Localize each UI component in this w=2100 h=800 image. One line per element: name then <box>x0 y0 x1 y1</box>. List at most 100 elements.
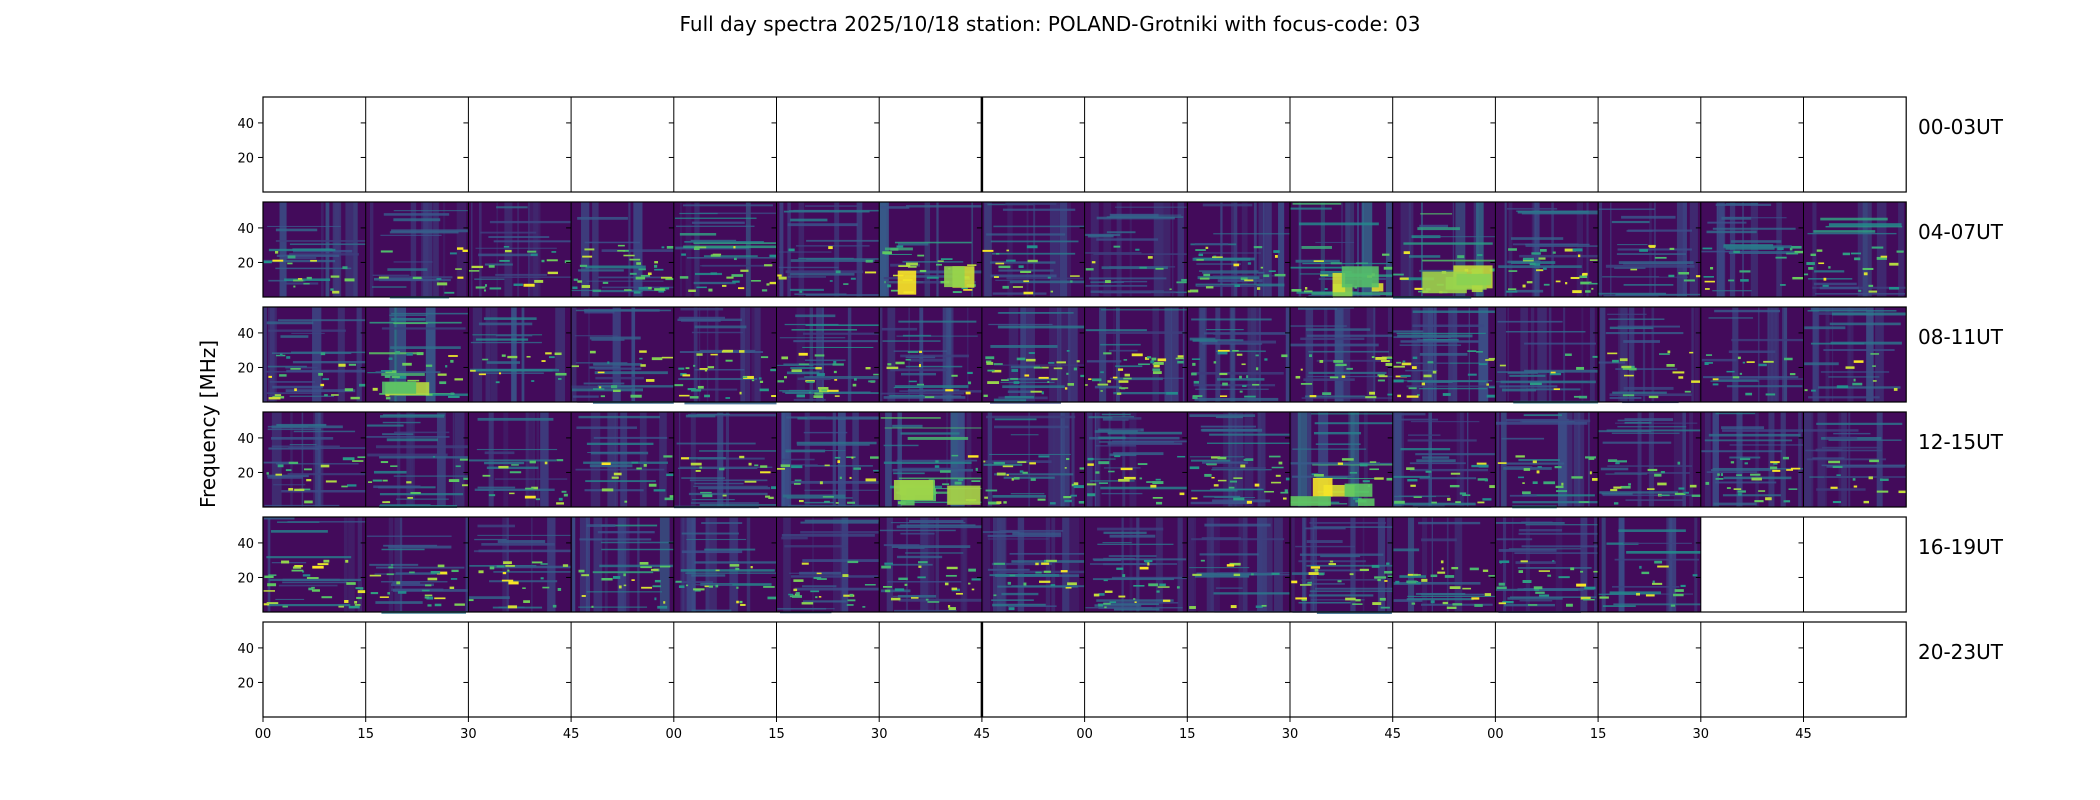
signal-dash <box>1622 367 1631 370</box>
stripe <box>1586 202 1589 297</box>
carrier-line <box>1829 322 1901 326</box>
signal-dash <box>1684 390 1691 393</box>
carrier-line <box>990 345 1058 348</box>
carrier-line <box>578 269 624 272</box>
signal-dash <box>1233 477 1243 479</box>
carrier-line <box>392 589 469 592</box>
signal-dash <box>1652 580 1655 584</box>
signal-dash <box>1271 481 1282 484</box>
signal-dash <box>303 468 312 471</box>
signal-dash <box>263 261 272 264</box>
signal-dash <box>1064 499 1072 503</box>
signal-dash <box>1150 360 1155 364</box>
signal-dash <box>1406 395 1419 398</box>
carrier-line <box>1497 371 1565 373</box>
signal-dash <box>1654 256 1667 259</box>
carrier-line <box>391 317 426 321</box>
signal-dash <box>1191 497 1198 500</box>
carrier-line <box>1396 418 1439 421</box>
stripe <box>783 517 791 612</box>
signal-dash <box>1118 478 1130 482</box>
carrier-line <box>376 566 465 569</box>
carrier-line <box>785 392 880 395</box>
stripe <box>436 412 446 507</box>
signal-dash <box>380 250 393 253</box>
signal-dash <box>1393 379 1404 383</box>
carrier-line <box>1087 234 1114 238</box>
signal-dash <box>694 589 701 592</box>
intense-burst <box>1371 283 1384 292</box>
signal-dash <box>850 277 856 280</box>
signal-dash <box>279 353 283 356</box>
carrier-line <box>1206 442 1290 444</box>
signal-dash <box>1177 455 1186 458</box>
stripe <box>631 307 636 402</box>
stripe <box>1573 412 1581 507</box>
signal-dash <box>1533 586 1543 590</box>
carrier-line <box>1407 439 1477 442</box>
signal-dash <box>1028 352 1035 355</box>
carrier-line <box>694 272 723 276</box>
carrier-line <box>1106 216 1184 218</box>
carrier-line <box>1412 324 1485 328</box>
carrier-line <box>1505 330 1586 333</box>
signal-dash <box>395 351 400 355</box>
signal-dash <box>1030 478 1036 481</box>
carrier-line <box>677 318 743 322</box>
signal-dash <box>388 357 393 360</box>
stripe <box>705 517 710 612</box>
signal-dash <box>1570 276 1580 279</box>
signal-dash <box>1380 606 1390 609</box>
carrier-line <box>1302 582 1345 585</box>
signal-dash <box>508 581 519 585</box>
carrier-line <box>1406 598 1474 601</box>
signal-dash <box>1488 575 1496 577</box>
signal-dash <box>524 495 536 499</box>
stripe <box>1241 202 1248 297</box>
stripe <box>812 517 814 612</box>
signal-dash <box>1689 484 1697 488</box>
signal-dash <box>1647 468 1658 472</box>
carrier-line <box>676 442 756 445</box>
carrier-line <box>806 258 880 260</box>
carrier-line <box>1598 361 1626 364</box>
signal-dash <box>1773 462 1778 465</box>
signal-dash <box>1193 380 1200 384</box>
stripe <box>531 517 533 612</box>
carrier-line <box>1830 341 1902 345</box>
carrier-line <box>593 290 643 293</box>
signal-dash <box>1872 365 1876 367</box>
signal-dash <box>426 596 434 600</box>
carrier-line <box>1512 501 1598 504</box>
spectrogram-panel <box>879 412 982 507</box>
carrier-line <box>899 467 958 470</box>
signal-dash <box>1683 491 1689 494</box>
stripe <box>1525 517 1530 612</box>
signal-dash <box>1893 387 1898 391</box>
signal-dash <box>1212 256 1223 258</box>
carrier-line <box>1624 421 1652 424</box>
carrier-line <box>1393 581 1481 585</box>
carrier-line <box>595 376 644 380</box>
signal-dash <box>1527 604 1538 606</box>
carrier-line <box>999 529 1064 532</box>
signal-dash <box>1384 570 1394 574</box>
signal-dash <box>853 378 857 381</box>
signal-dash <box>1411 602 1416 605</box>
signal-dash <box>409 571 415 574</box>
carrier-line <box>786 371 820 375</box>
spectrogram-panel <box>673 517 777 612</box>
carrier-line <box>1303 378 1355 381</box>
carrier-line <box>1010 434 1039 436</box>
signal-dash <box>839 476 842 479</box>
signal-dash <box>291 569 304 572</box>
carrier-line <box>883 461 972 464</box>
signal-dash <box>1268 270 1276 273</box>
signal-dash <box>1780 284 1786 286</box>
signal-dash <box>722 349 734 353</box>
signal-dash <box>1704 280 1715 283</box>
stripe <box>1446 517 1449 612</box>
stripe <box>1862 202 1872 297</box>
stripe <box>1422 517 1428 612</box>
signal-dash <box>1786 252 1799 255</box>
